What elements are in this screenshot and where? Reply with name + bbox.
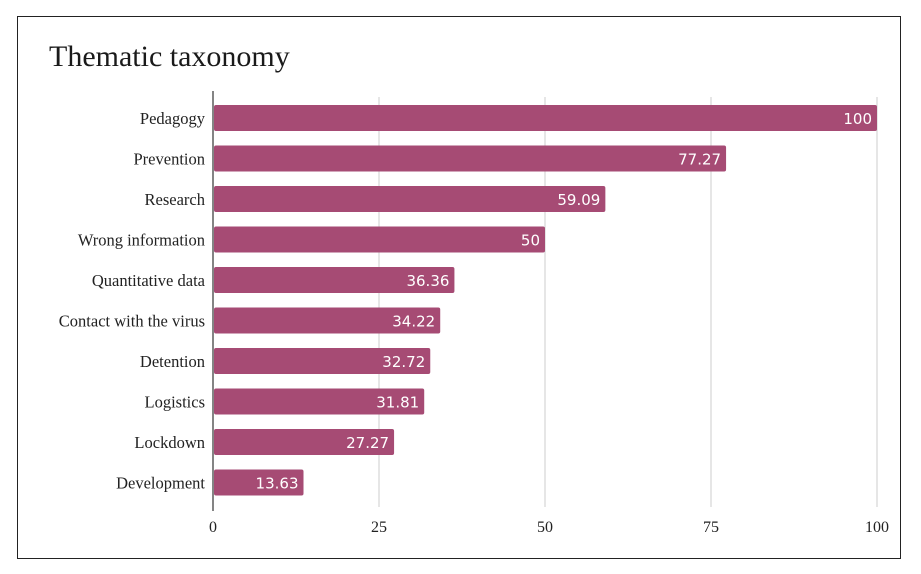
bar-3	[214, 226, 545, 253]
category-label-7: Logistics	[145, 393, 206, 412]
bar-4	[214, 267, 455, 293]
category-label-8: Lockdown	[134, 433, 205, 452]
category-label-0: Pedagogy	[140, 109, 206, 128]
category-label-3: Wrong information	[78, 231, 205, 250]
bar-value-label-8: 27.27	[346, 434, 389, 452]
category-label-2: Research	[145, 190, 206, 209]
bar-7	[214, 388, 425, 415]
x-tick-label-75: 75	[703, 519, 719, 536]
bar-6	[214, 348, 431, 374]
category-label-1: Prevention	[134, 150, 206, 169]
bar-value-label-6: 32.72	[382, 353, 425, 371]
bar-0	[214, 105, 877, 131]
bar-5	[214, 307, 441, 334]
bar-9	[214, 469, 304, 496]
bar-value-label-7: 31.81	[376, 394, 419, 412]
x-tick-label-100: 100	[865, 519, 889, 536]
x-tick-label-25: 25	[371, 519, 387, 536]
bar-1	[214, 145, 727, 172]
bar-value-label-5: 34.22	[392, 313, 435, 331]
bar-value-label-9: 13.63	[256, 475, 299, 493]
bar-2	[214, 186, 606, 212]
chart-title: Thematic taxonomy	[49, 40, 290, 73]
category-label-4: Quantitative data	[92, 271, 206, 290]
bar-value-label-4: 36.36	[406, 272, 449, 290]
bar-value-label-2: 59.09	[557, 191, 600, 209]
category-label-6: Detention	[140, 352, 205, 371]
x-tick-label-0: 0	[209, 519, 217, 536]
category-label-5: Contact with the virus	[59, 312, 205, 331]
category-label-9: Development	[116, 474, 205, 493]
x-tick-label-50: 50	[537, 519, 553, 536]
bar-8	[214, 429, 395, 455]
bar-value-label-0: 100	[843, 110, 872, 128]
bar-value-label-1: 77.27	[678, 151, 721, 169]
bar-value-label-3: 50	[521, 232, 540, 250]
